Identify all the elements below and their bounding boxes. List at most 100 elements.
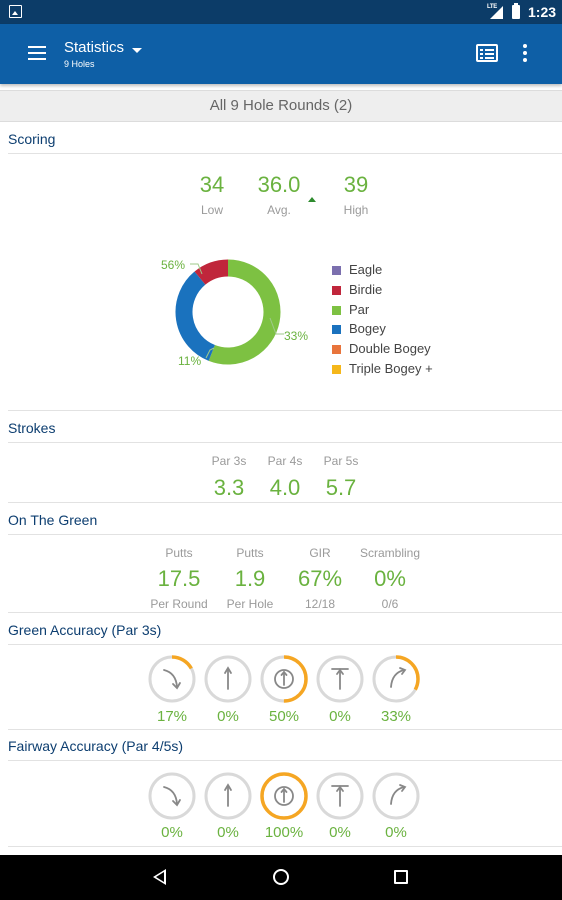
accuracy-hit-pct: 100% [264, 824, 304, 841]
legend-label: Birdie [349, 282, 383, 297]
chevron-down-icon[interactable] [132, 48, 142, 53]
section-title-on-the-green: On The Green [8, 512, 98, 528]
strokes-par3-value: 3.3 [213, 475, 245, 500]
putts-per-round-value: 17.5 [157, 566, 201, 591]
accuracy-progress-ring [372, 655, 420, 703]
legend-label: Par [349, 302, 370, 317]
system-nav-bar [0, 855, 562, 900]
more-options-icon[interactable] [521, 44, 529, 62]
divider [8, 760, 562, 761]
donut-leader-lines [190, 263, 284, 359]
donut-label-par: 56% [161, 258, 186, 272]
legend-item: Bogey [332, 321, 472, 337]
page-subtitle: 9 Holes [64, 59, 95, 69]
strokes-par5-value: 5.7 [325, 475, 357, 500]
battery-icon [512, 3, 520, 19]
putts-per-round-sub: Per Round [150, 597, 208, 611]
accuracy-short-icon [316, 772, 364, 820]
section-title-scoring: Scoring [8, 131, 56, 147]
divider [8, 534, 562, 535]
accuracy-right-icon [372, 655, 420, 703]
donut-slice-bogey [175, 271, 216, 361]
accuracy-left-pct: 0% [161, 824, 183, 841]
image-notification-icon [9, 5, 22, 18]
signal-icon [490, 6, 503, 19]
strokes-par4-label: Par 4s [267, 454, 303, 468]
scrambling-label: Scrambling [359, 546, 421, 560]
rounds-filter-header[interactable]: All 9 Hole Rounds (2) [0, 90, 562, 122]
legend-label: Triple Bogey + [349, 361, 433, 376]
section-title-fairway-accuracy: Fairway Accuracy (Par 4/5s) [8, 738, 184, 754]
accuracy-left-icon [148, 772, 196, 820]
strokes-par3-label: Par 3s [211, 454, 247, 468]
donut-label-birdie: 11% [178, 354, 202, 368]
accuracy-short-icon [316, 655, 364, 703]
page-title[interactable]: Statistics [64, 39, 125, 56]
strokes-par5-label: Par 5s [323, 454, 359, 468]
donut-slice-par [208, 259, 281, 365]
recents-icon[interactable] [394, 870, 408, 884]
divider [8, 502, 562, 503]
strokes-par4-value: 4.0 [269, 475, 301, 500]
scorecard-list-icon[interactable] [476, 44, 498, 62]
home-icon[interactable] [273, 869, 289, 885]
accuracy-right-pct: 33% [380, 708, 412, 725]
donut-label-bogey: 33% [284, 329, 309, 343]
clock: 1:23 [528, 4, 557, 20]
accuracy-progress-ring [260, 655, 308, 703]
divider [8, 644, 562, 645]
accuracy-long-icon [204, 655, 252, 703]
legend-swatch [332, 345, 341, 354]
trend-up-icon [308, 197, 316, 202]
putts-per-hole-value: 1.9 [234, 566, 266, 591]
legend-item: Par [332, 302, 472, 318]
divider [8, 410, 562, 411]
score-low-value: 34 [199, 172, 225, 197]
score-avg-value: 36.0 [257, 172, 301, 197]
legend-swatch [332, 365, 341, 374]
accuracy-short-pct: 0% [329, 824, 351, 841]
menu-icon[interactable] [28, 46, 46, 60]
accuracy-short-pct: 0% [329, 708, 351, 725]
divider [8, 153, 562, 154]
legend-item: Eagle [332, 262, 472, 278]
accuracy-progress-ring [260, 772, 308, 820]
divider [8, 729, 562, 730]
legend-item: Birdie [332, 282, 472, 298]
accuracy-hit-icon [260, 772, 308, 820]
score-high-label: High [343, 203, 369, 217]
legend-item: Triple Bogey + [332, 361, 472, 377]
legend-label: Double Bogey [349, 341, 431, 356]
score-avg-label: Avg. [267, 203, 291, 217]
putts-per-hole-label: Putts [236, 546, 264, 560]
accuracy-left-icon [148, 655, 196, 703]
accuracy-right-icon [372, 772, 420, 820]
divider [8, 612, 562, 613]
donut-slice-birdie [194, 259, 229, 285]
score-low-label: Low [200, 203, 223, 217]
scrambling-value: 0% [374, 566, 406, 591]
legend-label: Bogey [349, 321, 386, 336]
section-title-strokes: Strokes [8, 420, 56, 436]
accuracy-hit-pct: 50% [268, 708, 300, 725]
accuracy-long-icon [204, 772, 252, 820]
score-distribution-donut [175, 259, 281, 365]
score-high-value: 39 [343, 172, 369, 197]
accuracy-hit-icon [260, 655, 308, 703]
legend-swatch [332, 306, 341, 315]
divider [8, 442, 562, 443]
app-bar: Statistics 9 Holes [0, 24, 562, 84]
status-bar: LTE 1:23 [0, 0, 562, 24]
gir-label: GIR [309, 546, 331, 560]
putts-per-round-label: Putts [165, 546, 193, 560]
legend-swatch [332, 325, 341, 334]
section-title-green-accuracy: Green Accuracy (Par 3s) [8, 622, 162, 638]
accuracy-right-pct: 0% [385, 824, 407, 841]
putts-per-hole-sub: Per Hole [226, 597, 274, 611]
legend-label: Eagle [349, 262, 383, 277]
divider [8, 846, 562, 847]
legend-swatch [332, 266, 341, 275]
back-icon[interactable] [153, 869, 166, 885]
accuracy-long-pct: 0% [217, 824, 239, 841]
accuracy-left-pct: 17% [156, 708, 188, 725]
